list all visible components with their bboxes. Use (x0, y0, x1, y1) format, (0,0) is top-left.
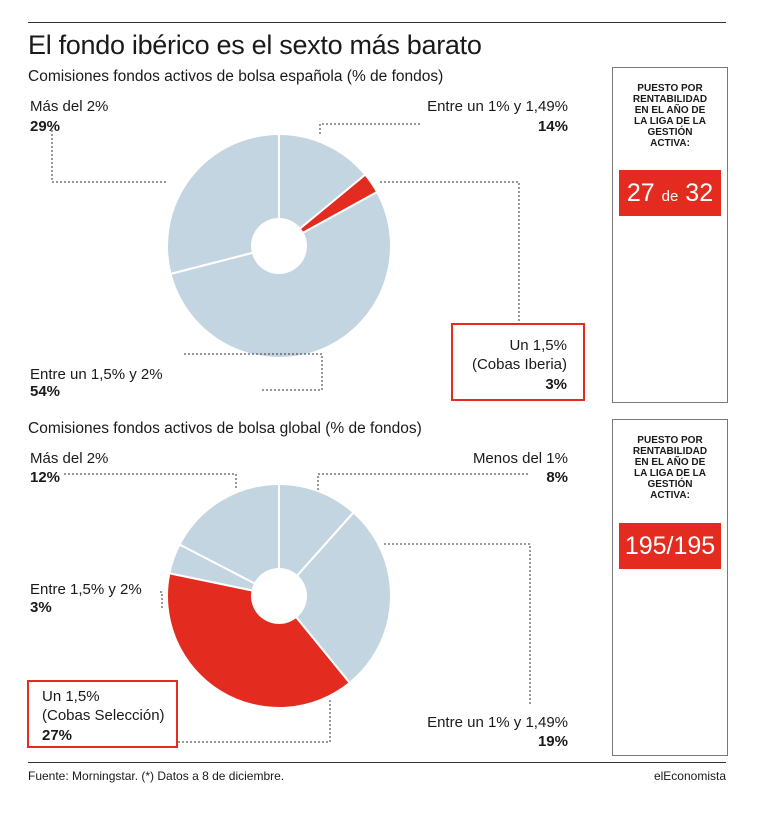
leader-g-1-149 (384, 543, 531, 706)
heading-line: LA LIGA DE LA (633, 468, 707, 479)
chart-1-leaders (51, 123, 520, 391)
source-note: Fuente: Morningstar. (*) Datos a 8 de di… (28, 769, 285, 783)
leader-g-menos-1 (317, 473, 528, 490)
label-1-149: Entre un 1% y 1,49% (427, 98, 568, 115)
label-g-menos-1: Menos del 1% (473, 450, 568, 467)
leader-g-15-2 (160, 591, 163, 610)
chart-2-title: Comisiones fondos activos de bolsa globa… (28, 420, 422, 437)
pie-slice (294, 511, 392, 685)
heading-line: GESTIÓN (647, 479, 693, 490)
label-cobas-seleccion-line1: Un 1,5% (42, 688, 100, 705)
value-cobas-iberia: 3% (545, 376, 567, 393)
rank-badge-1: 27 de 32 (619, 170, 721, 216)
brand-logo: elEconomista (653, 769, 726, 783)
pie-chart-global (166, 482, 392, 709)
value-15-2: 54% (30, 383, 60, 400)
value-mas-2: 29% (30, 118, 60, 135)
rank-total: 32 (685, 179, 714, 207)
heading-line: ACTIVA: (650, 490, 690, 501)
leader-mas-2 (51, 130, 168, 183)
heading-line: GESTIÓN (647, 127, 693, 138)
leader-cobas-iberia (380, 181, 520, 324)
ranking-panel-1: PUESTO POR RENTABILIDAD EN EL AÑO DE LA … (612, 67, 728, 403)
pie-slice (178, 482, 280, 585)
label-cobas-seleccion-line2: (Cobas Selección) (42, 707, 165, 724)
callout-box-cobas-seleccion (27, 680, 178, 748)
heading-line: PUESTO POR (637, 435, 703, 446)
value-g-menos-1: 8% (546, 469, 568, 486)
rank-separator: de (661, 188, 679, 205)
top-rule (28, 22, 726, 23)
label-g-15-2: Entre 1,5% y 2% (30, 581, 142, 598)
heading-line: PUESTO POR (637, 83, 703, 94)
label-15-2: Entre un 1,5% y 2% (30, 366, 163, 383)
value-cobas-seleccion: 27% (42, 727, 72, 744)
bottom-rule (28, 762, 726, 763)
heading-line: RENTABILIDAD (632, 446, 708, 457)
leader-g-cobas (178, 700, 331, 743)
ranking-panel-2-heading: PUESTO POR RENTABILIDAD EN EL AÑO DE LA … (613, 435, 727, 501)
heading-line: EN EL AÑO DE (634, 105, 706, 116)
label-g-mas-2: Más del 2% (30, 450, 108, 467)
label-mas-2: Más del 2% (30, 98, 108, 115)
pie-slice (278, 482, 355, 578)
page-title: El fondo ibérico es el sexto más barato (28, 30, 482, 60)
rank-position: 27 (626, 179, 655, 207)
chart-2-leaders (64, 473, 531, 743)
label-cobas-iberia-line1: Un 1,5% (509, 337, 567, 354)
pie-chart-spain (166, 132, 392, 359)
pie-slice (169, 190, 392, 359)
chart-2-labels: Más del 2% 12% Menos del 1% 8% Entre 1,5… (27, 450, 568, 750)
heading-line: RENTABILIDAD (632, 94, 708, 105)
ranking-panel-2: PUESTO POR RENTABILIDAD EN EL AÑO DE LA … (612, 419, 728, 756)
ranking-panel-1-heading: PUESTO POR RENTABILIDAD EN EL AÑO DE LA … (613, 83, 727, 149)
pie-slice (166, 132, 280, 276)
pie-slice (278, 132, 367, 231)
pie-slice (166, 572, 352, 709)
label-g-1-149: Entre un 1% y 1,49% (427, 714, 568, 731)
heading-line: ACTIVA: (650, 138, 690, 149)
value-g-mas-2: 12% (30, 469, 60, 486)
leader-g-mas-2 (64, 473, 237, 490)
value-g-1-149: 19% (538, 733, 568, 750)
value-g-15-2: 3% (30, 599, 52, 616)
heading-line: LA LIGA DE LA (633, 116, 707, 127)
value-1-149: 14% (538, 118, 568, 135)
callout-box-cobas-iberia (451, 323, 585, 401)
chart-1-title: Comisiones fondos activos de bolsa españ… (28, 68, 444, 85)
leader-15-2 (184, 353, 323, 391)
rank-badge-2: 195/195 (619, 523, 721, 569)
heading-line: EN EL AÑO DE (634, 457, 706, 468)
label-cobas-iberia-line2: (Cobas Iberia) (472, 356, 567, 373)
leader-1-149 (319, 123, 420, 134)
chart-1-labels: Más del 2% 29% Entre un 1% y 1,49% 14% E… (30, 98, 585, 401)
